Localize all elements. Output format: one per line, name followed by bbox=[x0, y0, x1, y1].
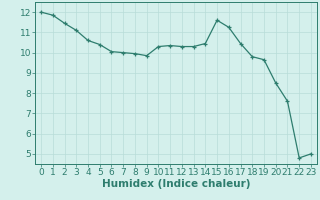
X-axis label: Humidex (Indice chaleur): Humidex (Indice chaleur) bbox=[102, 179, 250, 189]
